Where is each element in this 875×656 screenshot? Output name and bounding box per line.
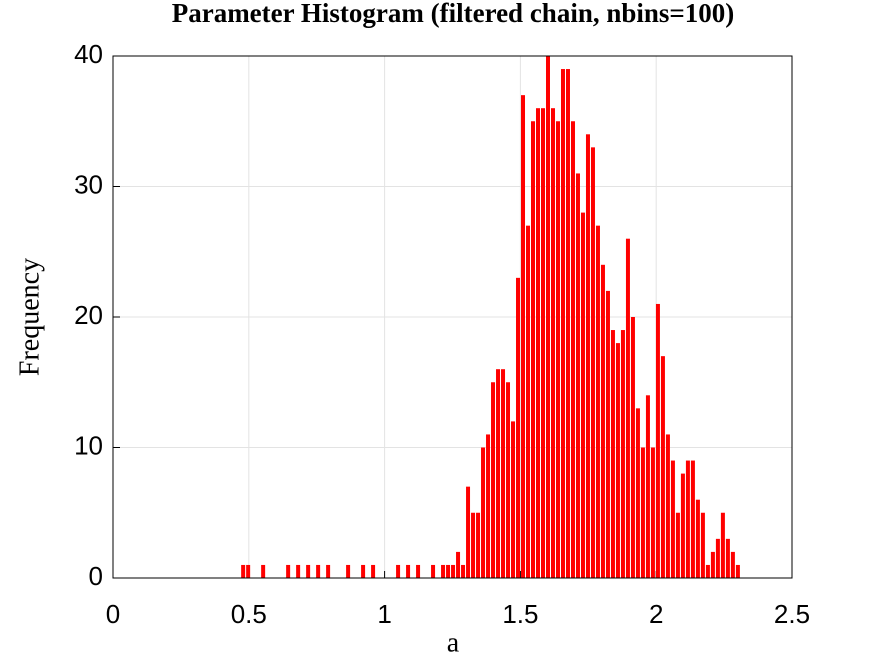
- bar: [570, 121, 575, 578]
- bar: [730, 551, 735, 578]
- bar: [516, 277, 521, 578]
- bar: [296, 564, 301, 578]
- y-tick-label: 30: [74, 169, 103, 199]
- bar: [545, 56, 550, 578]
- bar: [466, 486, 471, 578]
- bar: [481, 447, 486, 578]
- bar: [595, 225, 600, 578]
- bar: [246, 564, 251, 578]
- bar: [700, 512, 705, 578]
- bar: [531, 121, 536, 578]
- x-axis-label: a: [447, 627, 460, 656]
- bar: [635, 408, 640, 578]
- bar: [735, 564, 740, 578]
- bar: [605, 290, 610, 578]
- bar: [725, 538, 730, 578]
- bar: [565, 69, 570, 579]
- bar: [361, 564, 366, 578]
- bar: [655, 303, 660, 578]
- bar: [660, 356, 665, 578]
- bar: [575, 173, 580, 578]
- bar: [585, 134, 590, 579]
- x-tick-label: 2: [649, 599, 663, 629]
- bar: [286, 564, 291, 578]
- bar: [316, 564, 321, 578]
- bar: [501, 369, 506, 578]
- bar: [451, 564, 456, 578]
- bar: [680, 473, 685, 578]
- bar: [670, 460, 675, 578]
- y-tick-label: 40: [74, 39, 103, 69]
- bar: [580, 212, 585, 578]
- bar: [695, 499, 700, 578]
- x-tick-label: 0.5: [231, 599, 267, 629]
- chart-title: Parameter Histogram (filtered chain, nbi…: [172, 0, 735, 28]
- bar: [720, 512, 725, 578]
- y-tick-label: 10: [74, 430, 103, 460]
- bar: [715, 538, 720, 578]
- bar: [610, 330, 615, 578]
- bar: [710, 551, 715, 578]
- bar: [491, 382, 496, 578]
- bar: [476, 512, 481, 578]
- bar: [346, 564, 351, 578]
- bar: [590, 147, 595, 578]
- x-tick-label: 1.5: [502, 599, 538, 629]
- bar: [456, 551, 461, 578]
- bar: [630, 317, 635, 578]
- x-tick-label: 2.5: [774, 599, 810, 629]
- bar: [471, 512, 476, 578]
- bar: [615, 343, 620, 578]
- bar: [406, 564, 411, 578]
- x-tick-label: 0: [106, 599, 120, 629]
- bar: [705, 564, 710, 578]
- bar: [371, 564, 376, 578]
- bar: [550, 108, 555, 578]
- bar: [555, 121, 560, 578]
- bar: [675, 512, 680, 578]
- bar: [326, 564, 331, 578]
- bar: [620, 330, 625, 578]
- bar: [306, 564, 311, 578]
- bar: [645, 395, 650, 578]
- bar: [496, 369, 501, 578]
- bar: [521, 95, 526, 579]
- bar: [650, 447, 655, 578]
- bar: [690, 460, 695, 578]
- bar: [241, 564, 246, 578]
- bar: [396, 564, 401, 578]
- y-tick-label: 20: [74, 300, 103, 330]
- bar: [431, 564, 436, 578]
- bar: [506, 382, 511, 578]
- bar: [261, 564, 266, 578]
- bar: [446, 564, 451, 578]
- bar: [441, 564, 446, 578]
- bar: [526, 225, 531, 578]
- bar: [461, 564, 466, 578]
- bar: [536, 108, 540, 578]
- bar: [600, 264, 605, 578]
- y-tick-label: 0: [89, 561, 103, 591]
- bar: [625, 238, 630, 578]
- bar: [486, 434, 491, 578]
- bar: [685, 460, 690, 578]
- x-tick-label: 1: [377, 599, 391, 629]
- y-axis-label: Frequency: [14, 258, 45, 376]
- bar: [640, 447, 645, 578]
- plot-frame: [112, 55, 793, 579]
- bar: [511, 421, 516, 578]
- bar: [560, 69, 565, 579]
- bar: [665, 434, 670, 578]
- bar: [416, 564, 421, 578]
- bar: [540, 108, 545, 578]
